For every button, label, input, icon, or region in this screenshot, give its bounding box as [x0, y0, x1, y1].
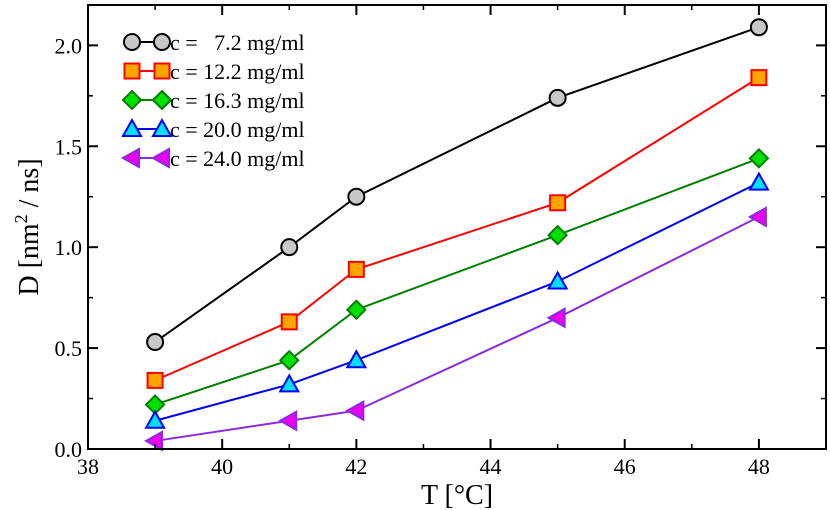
data-point — [548, 88, 567, 107]
series-line — [154, 216, 760, 442]
legend-item: c = 12.2 mg/ml — [123, 59, 305, 84]
x-tick-label: 44 — [480, 454, 502, 479]
data-point — [748, 171, 770, 191]
data-point — [747, 206, 767, 228]
legend-marker — [123, 62, 141, 80]
legend-marker — [121, 117, 143, 137]
y-axis-title: D [nm2 / ns] — [11, 158, 45, 295]
legend-marker — [153, 33, 171, 51]
legend-item: c = 16.3 mg/ml — [121, 88, 305, 113]
data-point — [549, 194, 567, 212]
x-tick-label: 38 — [77, 454, 99, 479]
legend-item: c = 7.2 mg/ml — [123, 30, 305, 55]
series-line — [154, 157, 760, 406]
data-point — [146, 333, 165, 352]
x-tick-label: 42 — [345, 454, 367, 479]
x-axis-title: T [°C] — [421, 480, 493, 510]
y-tick-label: 0.5 — [55, 336, 83, 361]
data-point — [144, 430, 164, 452]
ticks-layer: 38 40 42 44 46 48 0.0 0.5 1.0 1.5 2.0 — [55, 5, 826, 479]
y-tick-label: 0.0 — [55, 437, 83, 462]
data-point — [345, 299, 367, 321]
data-point — [748, 147, 770, 169]
data-point — [278, 349, 300, 371]
data-point — [345, 399, 365, 422]
data-point — [546, 270, 569, 290]
legend-marker — [151, 117, 173, 137]
legend-marker — [121, 89, 143, 111]
y-tick-label: 1.0 — [55, 235, 83, 260]
legend-item: c = 24.0 mg/ml — [120, 146, 305, 171]
series-line — [154, 181, 760, 422]
legend-marker — [123, 33, 141, 51]
data-point — [280, 238, 299, 257]
y-axis-title-tail: / ns] — [14, 158, 45, 214]
data-point — [546, 307, 566, 329]
x-tick-label: 48 — [748, 454, 770, 479]
series-5 — [144, 206, 767, 452]
y-tick-label: 2.0 — [55, 33, 83, 58]
x-tick-label: 40 — [211, 454, 233, 479]
data-point — [278, 410, 298, 432]
legend-label: c = 12.2 mg/ml — [170, 59, 305, 84]
plot-frame — [87, 4, 827, 450]
legend-marker — [151, 89, 173, 111]
series-1 — [146, 18, 768, 352]
data-point — [547, 224, 569, 246]
data-point — [347, 187, 366, 206]
x-tick-label: 46 — [614, 454, 636, 479]
series-2 — [146, 69, 768, 389]
legend-label: c = 16.3 mg/ml — [170, 88, 305, 113]
legend-label: c = 20.0 mg/ml — [170, 117, 305, 142]
series-layer — [144, 18, 770, 452]
legend-item: c = 20.0 mg/ml — [121, 117, 305, 142]
legend: c = 7.2 mg/ml c = 12.2 mg/ml c = 16.3 mg/m… — [120, 30, 305, 171]
data-point — [280, 313, 298, 331]
data-point — [144, 409, 166, 429]
legend-marker — [150, 147, 170, 169]
data-point — [749, 18, 768, 37]
legend-marker — [153, 62, 171, 80]
data-point — [345, 349, 368, 369]
data-point — [278, 373, 300, 393]
y-axis-title-main: D [nm — [14, 223, 45, 296]
legend-label: c = 24.0 mg/ml — [170, 146, 305, 171]
legend-label: c = 7.2 mg/ml — [170, 30, 305, 55]
y-axis-title-superscript: 2 — [11, 214, 31, 223]
data-point — [146, 371, 164, 389]
y-tick-label: 1.5 — [55, 134, 83, 159]
data-point — [750, 69, 768, 87]
legend-marker — [120, 147, 140, 169]
series-3 — [144, 147, 770, 416]
data-point — [347, 260, 365, 278]
series-4 — [144, 171, 770, 429]
